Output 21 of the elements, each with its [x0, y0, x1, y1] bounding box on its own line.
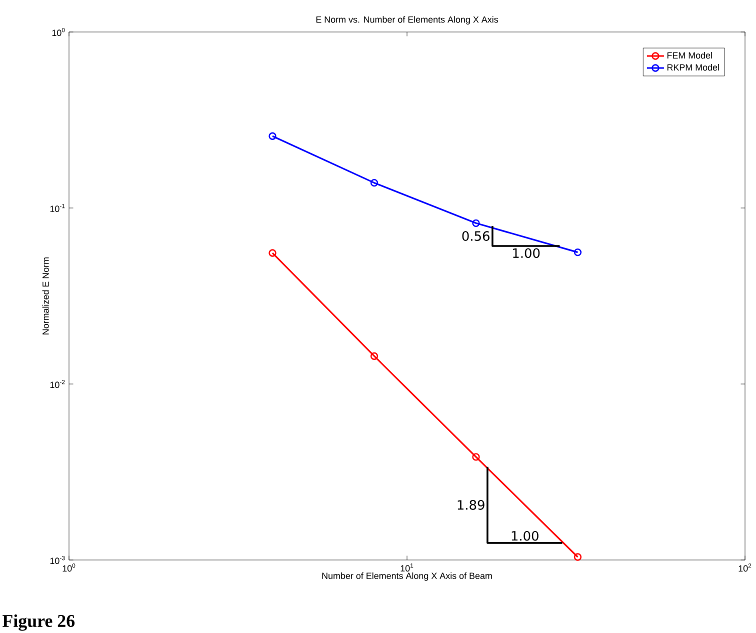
legend-label: RKPM Model	[667, 64, 719, 71]
annotation: 1.00	[513, 248, 540, 258]
annotation: 0.56	[462, 231, 490, 241]
legend-label: FEM Model	[667, 52, 712, 59]
y-tick-label: 10$^{0}$	[52, 28, 65, 36]
caption: Figure 26	[2, 614, 75, 631]
point	[370, 178, 378, 187]
y-axis-title: Normalized E Norm	[42, 257, 49, 334]
y-tick-label: 10$^{-1}$	[50, 204, 65, 212]
x-axis-title: Number of Elements Along X Axis of Beam	[322, 572, 492, 581]
chart-title: E Norm vs. Number of Elements Along X Axis	[316, 16, 498, 24]
x-tick-label: 10$^{2}$	[738, 564, 752, 572]
point	[472, 219, 480, 227]
y-tick-label: 10$^{-2}$	[50, 380, 65, 388]
annotation: 1.00	[512, 530, 538, 541]
annotation: 1.89	[458, 500, 484, 510]
point	[370, 352, 378, 360]
point	[472, 453, 480, 461]
x-tick-label: 10$^{1}$	[400, 564, 414, 572]
y-tick-label: 10$^{-3}$	[50, 556, 65, 564]
x-tick-label: 10$^{0}$	[62, 564, 76, 572]
